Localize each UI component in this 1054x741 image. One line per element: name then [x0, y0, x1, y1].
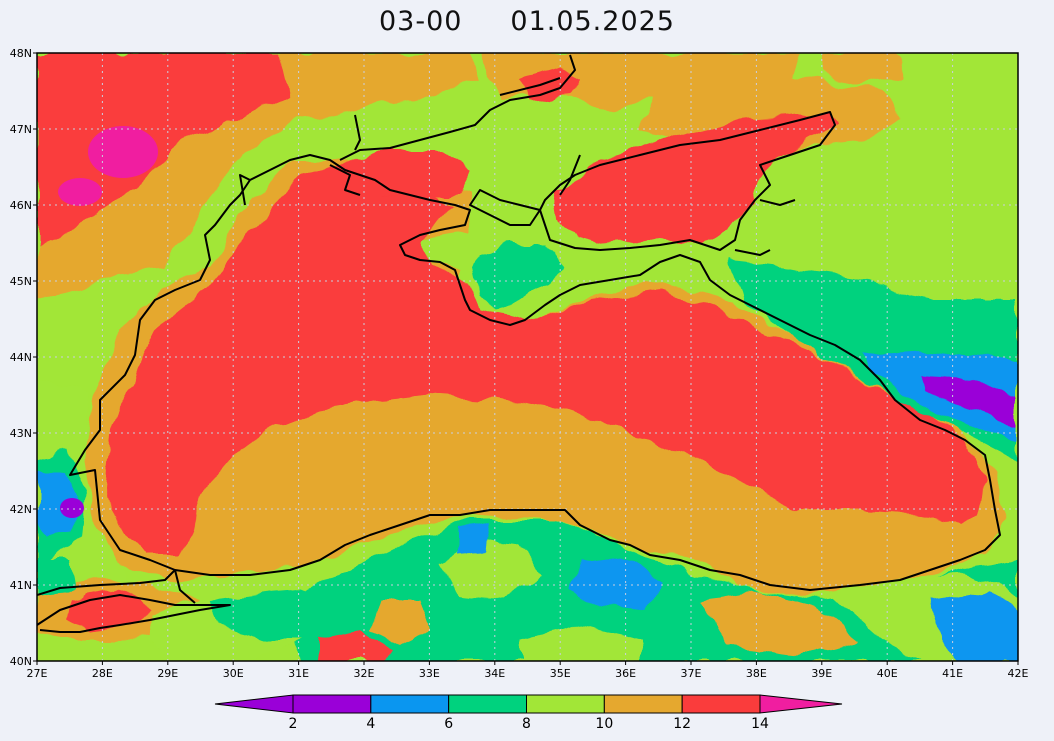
colorbar-label: 12 [673, 716, 691, 732]
colorbar-label: 6 [444, 716, 453, 732]
lon-label: 37E [681, 667, 702, 680]
colorbar-label: 10 [595, 716, 613, 732]
lat-label: 45N [10, 275, 32, 288]
lat-label: 46N [10, 199, 32, 212]
lon-label: 39E [811, 667, 832, 680]
colorbar-label: 4 [366, 716, 375, 732]
colorbar-label: 2 [289, 716, 298, 732]
lat-label: 40N [10, 655, 32, 668]
title-time: 03-00 [379, 6, 463, 37]
colorbar-box [448, 694, 527, 714]
hotspot-magenta-small [58, 178, 102, 206]
lon-label: 27E [27, 667, 48, 680]
lon-label: 32E [354, 667, 375, 680]
lat-label: 44N [10, 351, 32, 364]
lon-label: 38E [746, 667, 767, 680]
lon-label: 40E [877, 667, 898, 680]
lon-label: 41E [942, 667, 963, 680]
colorbar-extend-high [759, 694, 843, 714]
colorbar-box [292, 694, 372, 714]
title-date: 01.05.2025 [510, 6, 675, 37]
lon-label: 36E [615, 667, 636, 680]
lon-label: 34E [484, 667, 505, 680]
lat-label: 47N [10, 123, 32, 136]
colorbar-label: 14 [751, 716, 769, 732]
colorbar: 2 4 6 8 10 12 14 [214, 694, 843, 732]
lat-label: 41N [10, 579, 32, 592]
colorbar-label: 8 [522, 716, 531, 732]
field-blobs [37, 53, 1018, 661]
lon-label: 42E [1008, 667, 1029, 680]
coldspot-purple [60, 498, 84, 518]
map-title: 03-00 01.05.2025 [0, 6, 1054, 37]
colorbar-box [370, 694, 450, 714]
lon-label: 29E [157, 667, 178, 680]
lon-label: 31E [288, 667, 309, 680]
hotspot-magenta [88, 126, 158, 178]
colorbar-extend-low [214, 694, 294, 714]
lon-axis: 27E 28E 29E 30E 31E 32E 33E 34E 35E 36E 37E 38E 39E 4… [27, 661, 1029, 680]
lat-axis: 48N 47N 46N 45N 44N 43N 42N 41N 40N [10, 47, 37, 668]
lon-label: 35E [550, 667, 571, 680]
lon-label: 33E [419, 667, 440, 680]
colorbar-box [681, 694, 761, 714]
coastline [37, 54, 1001, 633]
lon-label: 30E [223, 667, 244, 680]
colorbar-box [603, 694, 683, 714]
lat-label: 42N [10, 503, 32, 516]
lat-label: 48N [10, 47, 32, 60]
lat-label: 43N [10, 427, 32, 440]
lon-label: 28E [92, 667, 113, 680]
temperature-field [37, 53, 1018, 661]
colorbar-box [526, 694, 605, 714]
